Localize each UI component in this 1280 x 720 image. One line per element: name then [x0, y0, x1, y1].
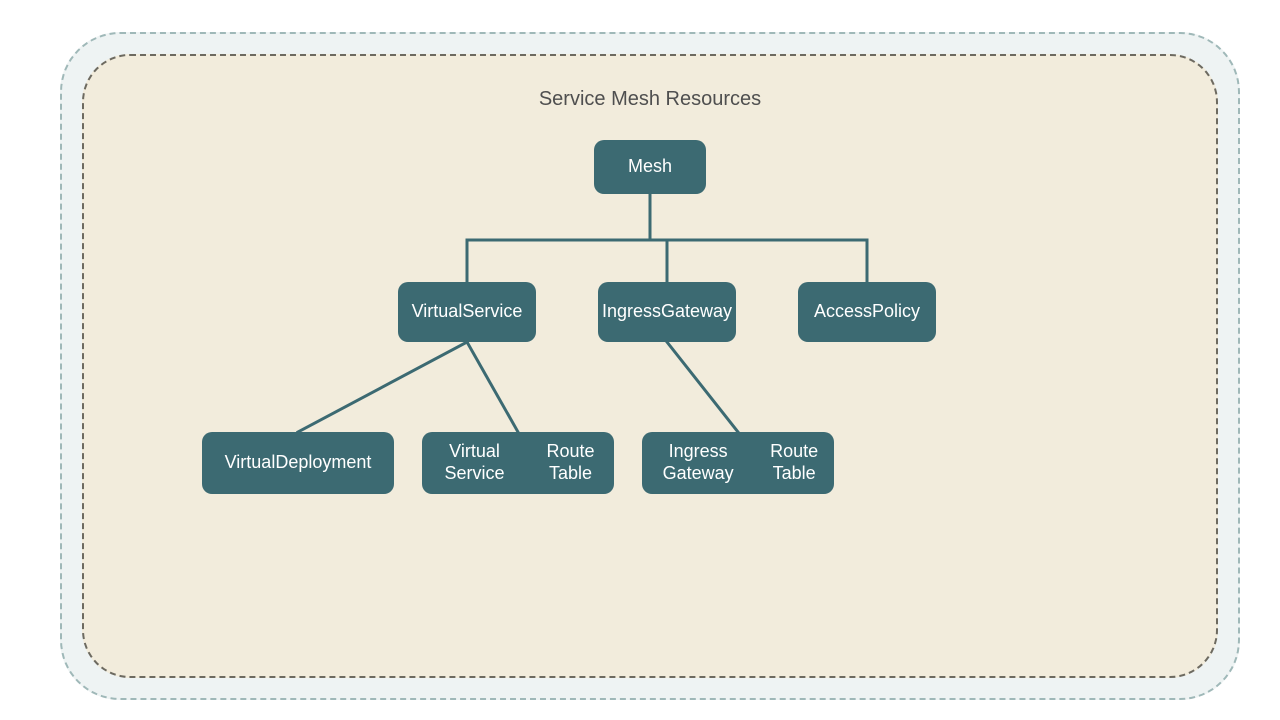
node-vsrt: Virtual ServiceRoute Table	[422, 432, 614, 494]
node-mesh: Mesh	[594, 140, 706, 194]
node-ap: AccessPolicy	[798, 282, 936, 342]
node-igrt: Ingress GatewayRoute Table	[642, 432, 834, 494]
diagram-title: Service Mesh Resources	[82, 88, 1218, 111]
node-ig: IngressGateway	[598, 282, 736, 342]
node-vs: VirtualService	[398, 282, 536, 342]
node-vd: VirtualDeployment	[202, 432, 394, 494]
